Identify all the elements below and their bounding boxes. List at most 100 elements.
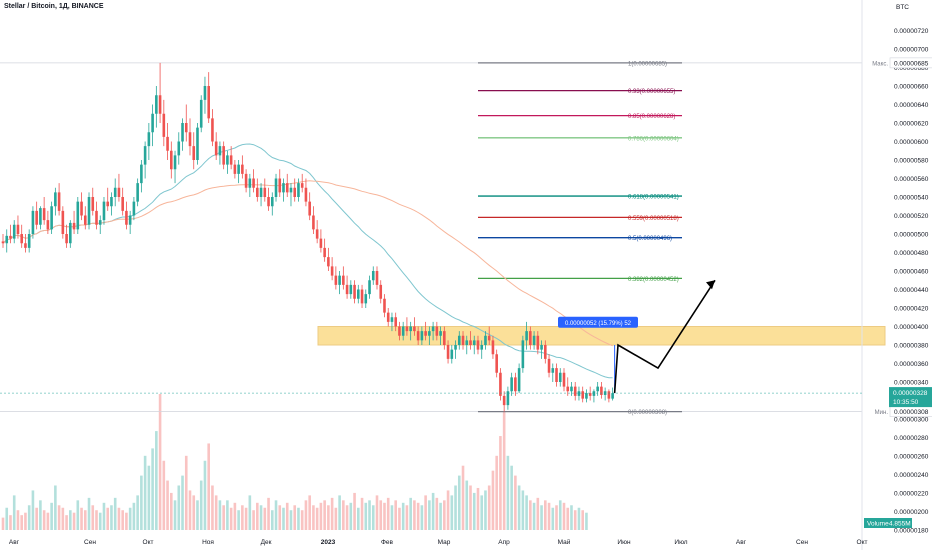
candle-body <box>199 99 203 128</box>
volume-bar <box>570 505 573 530</box>
candle-body <box>76 201 80 230</box>
volume-bar <box>454 485 457 530</box>
volume-bar <box>308 495 311 530</box>
volume-bar <box>416 502 420 530</box>
volume-bar <box>450 495 454 530</box>
candle-body <box>450 349 454 359</box>
volume-bar <box>132 502 136 530</box>
volume-value: 4.855M <box>889 521 911 528</box>
candle-body <box>424 331 427 336</box>
volume-bar <box>233 502 237 530</box>
volume-bar <box>476 487 480 530</box>
volume-bar <box>457 475 461 530</box>
candle-body <box>566 386 570 392</box>
volume-bar <box>532 502 536 530</box>
candle-body <box>476 340 480 350</box>
volume-bar <box>390 505 394 530</box>
candle-body <box>278 178 282 193</box>
volume-bar <box>319 502 323 530</box>
candle-body <box>405 326 409 332</box>
volume-bar <box>566 507 570 530</box>
volume-bar <box>420 505 424 530</box>
candle-body <box>244 173 248 188</box>
candle-body <box>42 208 46 221</box>
candle-body <box>248 178 252 188</box>
volume-bar <box>315 507 319 530</box>
price-tick-label: 0.00000440 <box>894 287 929 294</box>
volume-bar <box>327 505 330 530</box>
volume-bar <box>506 455 510 530</box>
candle-body <box>330 266 334 276</box>
volume-bar <box>214 495 218 530</box>
volume-bar <box>304 500 308 530</box>
volume-bar <box>16 510 20 530</box>
candle-body <box>413 326 416 332</box>
candle-body <box>416 331 420 341</box>
candle-body <box>383 298 386 313</box>
price-tick-label: 0.00000260 <box>894 454 929 461</box>
candle-body <box>525 331 528 341</box>
time-tick-label: Окт <box>143 539 154 546</box>
price-tick-label: 0.00000380 <box>894 343 929 350</box>
volume-bar <box>409 497 412 530</box>
candle-body <box>491 340 495 355</box>
volume-bar <box>379 500 383 530</box>
volume-bar <box>360 497 364 530</box>
volume-bar <box>428 500 431 530</box>
volume-bar <box>173 500 177 530</box>
symbol-title: Stellar / Bitcoin, 1Д, BINANCE <box>4 3 104 10</box>
volume-bar <box>435 497 439 530</box>
time-tick-label: Сен <box>84 539 96 546</box>
candle-body <box>132 201 136 216</box>
volume-bar <box>484 490 487 530</box>
volume-bar <box>102 502 106 530</box>
volume-bar <box>525 495 528 530</box>
price-tick-label: 0.00000200 <box>894 509 929 516</box>
volume-bar <box>192 495 196 530</box>
countdown: 10:35:50 <box>893 399 919 406</box>
candle-body <box>117 187 121 197</box>
candle-body <box>521 340 525 369</box>
candle-body <box>27 234 31 248</box>
candle-body <box>454 345 457 350</box>
candle-body <box>517 368 521 392</box>
candle-body <box>312 215 315 230</box>
volume-bar <box>151 448 154 530</box>
volume-bar <box>510 465 513 530</box>
volume-bar <box>259 505 263 530</box>
fib-level-label: 0(0.00000308) <box>628 410 667 416</box>
candle-body <box>544 345 547 359</box>
volume-bar <box>562 502 566 530</box>
candle-body <box>274 178 278 197</box>
candle-body <box>166 136 169 151</box>
max-tag: Макс. <box>872 61 888 67</box>
volume-bar <box>140 475 143 530</box>
price-tick-label: 0.00000580 <box>894 158 929 165</box>
candle-body <box>371 271 375 281</box>
volume-bar <box>121 510 124 530</box>
candle-body <box>461 335 465 345</box>
volume-bar <box>196 500 199 530</box>
candle-body <box>334 275 338 285</box>
time-tick-label: Дек <box>261 539 272 546</box>
candle-body <box>338 275 341 285</box>
volume-bar <box>383 502 386 530</box>
price-axis[interactable]: BTC0.000007200.000007000.000006800.00000… <box>861 0 929 550</box>
volume-bar <box>106 507 110 530</box>
max-badge <box>889 57 932 69</box>
candle-body <box>409 326 412 332</box>
candle-body <box>241 164 244 174</box>
candle-body <box>495 354 498 373</box>
volume-bar <box>46 512 50 530</box>
time-axis[interactable]: Авг Сен Окт Ноя Дек 2023 Фев Мар Апр Май Июн Июл Авг… <box>9 538 868 546</box>
volume-bar <box>263 507 267 530</box>
candle-body <box>177 141 181 156</box>
candle-body <box>50 206 53 230</box>
candle-body <box>510 377 513 392</box>
volume-bar <box>83 510 87 530</box>
projection-arrowhead <box>706 280 715 290</box>
volume-bar <box>413 500 416 530</box>
candle-body <box>5 235 9 244</box>
volume-bar <box>270 510 274 530</box>
